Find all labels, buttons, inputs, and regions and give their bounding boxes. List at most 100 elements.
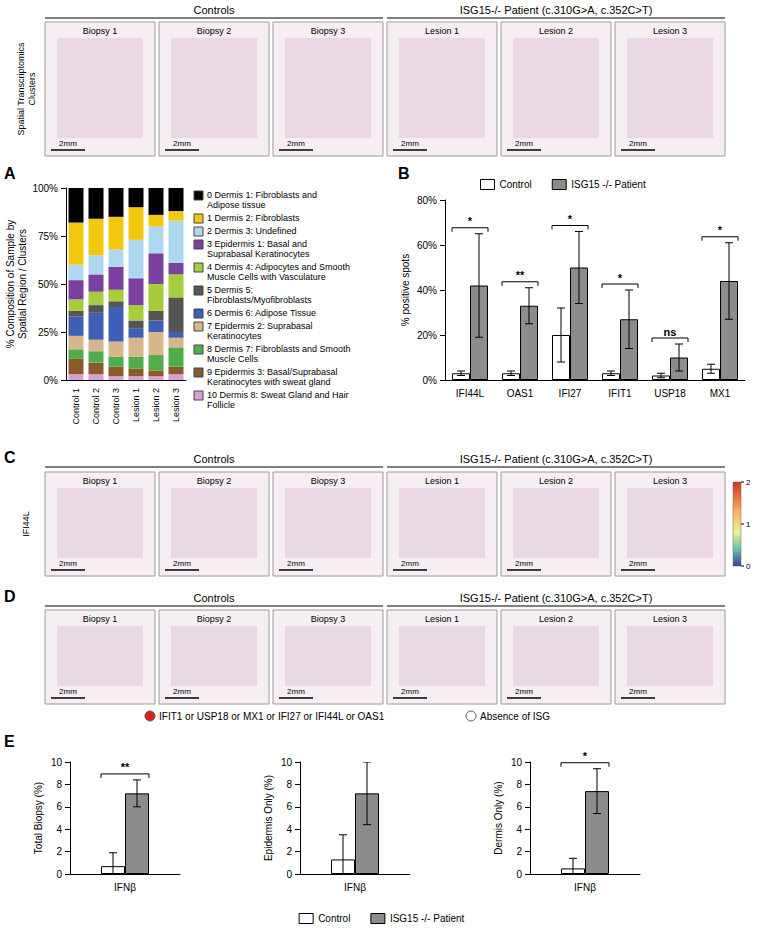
svg-text:60%: 60% bbox=[417, 240, 437, 251]
svg-text:Lesion 1: Lesion 1 bbox=[425, 476, 459, 486]
svg-text:2mm: 2mm bbox=[629, 139, 647, 148]
svg-text:Absence of ISG: Absence of ISG bbox=[480, 711, 550, 722]
svg-text:Control 3: Control 3 bbox=[111, 388, 121, 425]
svg-text:E: E bbox=[4, 733, 15, 750]
svg-text:2 Dermis 3: Undefined: 2 Dermis 3: Undefined bbox=[207, 226, 297, 236]
svg-text:2mm: 2mm bbox=[629, 559, 647, 568]
svg-text:50%: 50% bbox=[38, 279, 58, 290]
svg-text:D: D bbox=[4, 588, 16, 605]
svg-text:Fibroblasts/Myofibroblasts: Fibroblasts/Myofibroblasts bbox=[207, 295, 312, 305]
svg-text:Muscle Cells: Muscle Cells bbox=[207, 354, 259, 364]
svg-text:80%: 80% bbox=[417, 195, 437, 206]
svg-text:2mm: 2mm bbox=[59, 687, 77, 696]
svg-text:*: * bbox=[568, 213, 573, 225]
svg-text:1: 1 bbox=[746, 520, 751, 529]
svg-text:Keratinocytes with sweat gland: Keratinocytes with sweat gland bbox=[207, 377, 331, 387]
svg-text:1 Dermis 2: Fibroblasts: 1 Dermis 2: Fibroblasts bbox=[207, 213, 300, 223]
svg-text:25%: 25% bbox=[38, 327, 58, 338]
svg-text:*: * bbox=[583, 750, 588, 762]
svg-text:Control 1: Control 1 bbox=[71, 388, 81, 425]
svg-text:*: * bbox=[718, 224, 723, 236]
svg-text:Clusters: Clusters bbox=[27, 72, 37, 106]
svg-text:20%: 20% bbox=[417, 330, 437, 341]
svg-text:2mm: 2mm bbox=[515, 139, 533, 148]
svg-text:IFIT1 or USP18 or MX1 or IFI27: IFIT1 or USP18 or MX1 or IFI27 or IFI44L… bbox=[159, 711, 385, 722]
svg-text:2: 2 bbox=[56, 846, 62, 857]
svg-text:6: 6 bbox=[516, 801, 522, 812]
svg-text:10: 10 bbox=[51, 757, 63, 768]
svg-text:2mm: 2mm bbox=[515, 559, 533, 568]
svg-text:Biopsy 2: Biopsy 2 bbox=[197, 476, 232, 486]
svg-text:ISG15 -/- Patient: ISG15 -/- Patient bbox=[571, 179, 646, 190]
svg-text:IFNβ: IFNβ bbox=[114, 882, 136, 893]
svg-text:Controls: Controls bbox=[194, 453, 235, 465]
svg-text:% positive spots: % positive spots bbox=[400, 254, 411, 326]
svg-text:Biopsy 1: Biopsy 1 bbox=[83, 26, 118, 36]
svg-text:75%: 75% bbox=[38, 231, 58, 242]
svg-text:Follicle: Follicle bbox=[207, 400, 235, 410]
svg-text:Biopsy 2: Biopsy 2 bbox=[197, 614, 232, 624]
svg-text:Suprabasal Keratinocytes: Suprabasal Keratinocytes bbox=[207, 249, 310, 259]
svg-text:7 Epidermis 2: Suprabasal: 7 Epidermis 2: Suprabasal bbox=[207, 321, 313, 331]
svg-text:IFI44L: IFI44L bbox=[456, 388, 485, 399]
svg-text:IFNβ: IFNβ bbox=[574, 882, 596, 893]
svg-text:Lesion 3: Lesion 3 bbox=[653, 614, 687, 624]
svg-text:**: ** bbox=[121, 761, 130, 773]
svg-text:4: 4 bbox=[516, 824, 522, 835]
svg-text:IFIT1: IFIT1 bbox=[608, 388, 632, 399]
svg-text:0 Dermis 1: Fibroblasts and: 0 Dermis 1: Fibroblasts and bbox=[207, 190, 317, 200]
svg-text:2mm: 2mm bbox=[401, 559, 419, 568]
svg-text:2mm: 2mm bbox=[287, 559, 305, 568]
svg-text:Biopsy 1: Biopsy 1 bbox=[83, 476, 118, 486]
svg-text:Spatial Transcriptomics: Spatial Transcriptomics bbox=[16, 42, 26, 136]
svg-text:MX1: MX1 bbox=[710, 388, 731, 399]
svg-text:Adipose tissue: Adipose tissue bbox=[207, 200, 266, 210]
svg-text:IFI44L: IFI44L bbox=[21, 511, 31, 537]
svg-text:B: B bbox=[398, 165, 410, 182]
svg-text:Muscle Cells with Vasculature: Muscle Cells with Vasculature bbox=[207, 272, 326, 282]
svg-text:Epidermis Only (%): Epidermis Only (%) bbox=[263, 775, 274, 861]
svg-text:2mm: 2mm bbox=[287, 687, 305, 696]
svg-text:4: 4 bbox=[56, 824, 62, 835]
svg-text:Lesion 3: Lesion 3 bbox=[653, 476, 687, 486]
svg-text:2mm: 2mm bbox=[629, 687, 647, 696]
svg-text:Controls: Controls bbox=[194, 4, 235, 16]
svg-text:2mm: 2mm bbox=[401, 687, 419, 696]
svg-text:8: 8 bbox=[516, 779, 522, 790]
svg-text:**: ** bbox=[516, 269, 525, 281]
svg-text:Lesion 2: Lesion 2 bbox=[539, 26, 573, 36]
svg-text:*: * bbox=[618, 272, 623, 284]
svg-text:0: 0 bbox=[516, 869, 522, 880]
svg-text:Biopsy 2: Biopsy 2 bbox=[197, 26, 232, 36]
svg-text:% Composition of Sample by: % Composition of Sample by bbox=[5, 220, 16, 348]
svg-text:Lesion 2: Lesion 2 bbox=[539, 476, 573, 486]
svg-text:Biopsy 3: Biopsy 3 bbox=[311, 26, 346, 36]
svg-text:40%: 40% bbox=[417, 285, 437, 296]
svg-text:USP18: USP18 bbox=[654, 388, 686, 399]
svg-text:Lesion 1: Lesion 1 bbox=[425, 614, 459, 624]
svg-text:8 Dermis 7: Fibroblasts and Sm: 8 Dermis 7: Fibroblasts and Smooth bbox=[207, 344, 351, 354]
svg-text:2mm: 2mm bbox=[59, 139, 77, 148]
svg-text:*: * bbox=[468, 215, 473, 227]
svg-text:Lesion 3: Lesion 3 bbox=[653, 26, 687, 36]
svg-text:Control: Control bbox=[318, 913, 350, 924]
svg-text:8: 8 bbox=[56, 779, 62, 790]
svg-text:5 Dermis 5:: 5 Dermis 5: bbox=[207, 285, 253, 295]
svg-text:0%: 0% bbox=[44, 375, 59, 386]
svg-text:Biopsy 3: Biopsy 3 bbox=[311, 614, 346, 624]
svg-text:A: A bbox=[4, 165, 16, 182]
svg-text:Control: Control bbox=[500, 179, 532, 190]
svg-text:2mm: 2mm bbox=[173, 139, 191, 148]
svg-text:OAS1: OAS1 bbox=[507, 388, 534, 399]
svg-text:Controls: Controls bbox=[194, 592, 235, 604]
svg-text:Lesion 2: Lesion 2 bbox=[539, 614, 573, 624]
svg-text:0: 0 bbox=[286, 869, 292, 880]
svg-text:IFNβ: IFNβ bbox=[344, 882, 366, 893]
svg-text:Lesion 1: Lesion 1 bbox=[131, 388, 141, 422]
svg-text:Lesion 2: Lesion 2 bbox=[151, 388, 161, 422]
svg-text:Spatial Region / Clusters: Spatial Region / Clusters bbox=[17, 229, 28, 339]
svg-text:Dermis Only (%): Dermis Only (%) bbox=[493, 781, 504, 854]
svg-text:Lesion 1: Lesion 1 bbox=[425, 26, 459, 36]
svg-text:Biopsy 1: Biopsy 1 bbox=[83, 614, 118, 624]
svg-text:6 Dermis 6: Adipose Tissue: 6 Dermis 6: Adipose Tissue bbox=[207, 308, 316, 318]
